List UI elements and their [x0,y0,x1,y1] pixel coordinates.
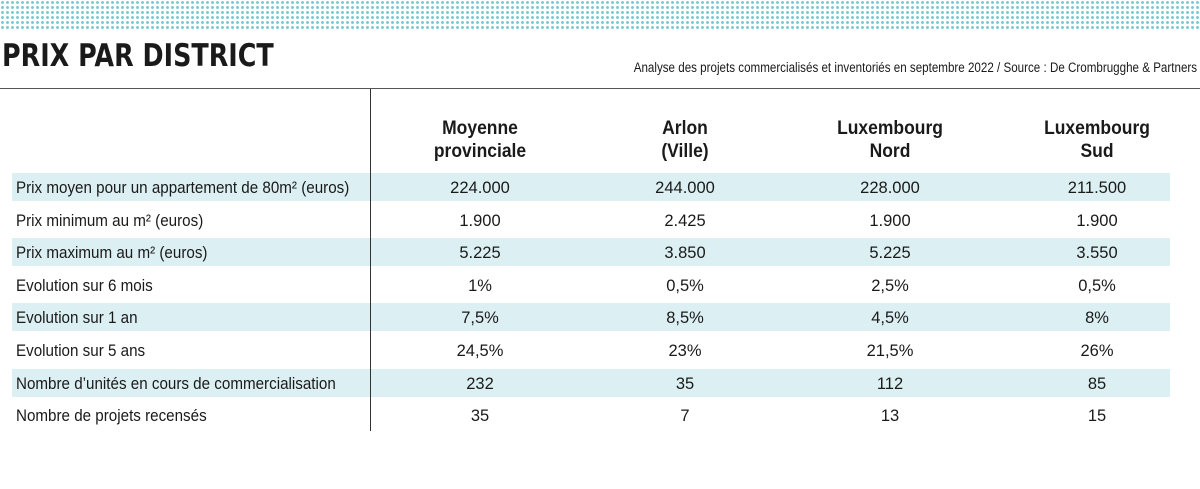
table-cell: 5.225 [459,244,501,263]
row-band [12,173,1170,201]
table-cell: 7,5% [461,309,499,328]
column-header: Arlon (Ville) [584,117,786,163]
column-header-line: Moyenne [442,118,518,139]
column-header-line: Arlon [662,118,708,139]
chart-title: PRIX PAR DISTRICT [2,38,274,74]
table-cell: 85 [1087,374,1107,393]
table-cell: 13 [880,407,900,426]
row-label: Nombre de projets recensés [16,407,207,426]
table-cell: 3.550 [1076,244,1118,263]
table-cell: 8,5% [666,309,704,328]
row-label: Prix maximum au m² (euros) [16,244,208,263]
table-cell: 1% [468,276,492,295]
table-cell: 2,5% [871,276,909,295]
table-cell: 112 [876,374,904,393]
row-band [12,303,1170,332]
table-cell: 2.425 [664,211,706,230]
dotted-header-pattern [0,0,1200,30]
table-cell: 224.000 [450,179,510,197]
row-label: Evolution sur 5 ans [16,342,146,360]
header-rule [0,88,1200,89]
table-cell: 0,5% [666,276,704,295]
column-header-line: provinciale [433,141,527,162]
table-cell: 7 [680,407,690,426]
table-cell: 0,5% [1078,276,1116,295]
table-cell: 35 [470,407,490,426]
row-label: Nombre d’unités en cours de commercialis… [16,374,336,393]
table-cell: 3.850 [664,244,706,263]
column-header: Luxembourg Nord [789,117,991,163]
table-cell: 5.225 [869,244,911,263]
column-header: Luxembourg Sud [996,117,1198,163]
column-header-line: Luxembourg [1044,118,1150,139]
table-cell: 35 [675,374,695,393]
row-label: Evolution sur 1 an [16,309,138,328]
table-cell: 232 [466,374,494,393]
table-cell: 21,5% [866,342,914,360]
label-column-divider [370,89,371,431]
table-cell: 1.900 [1076,211,1118,230]
row-label: Evolution sur 6 mois [16,276,153,295]
row-label: Prix minimum au m² (euros) [16,211,204,230]
table-cell: 4,5% [871,309,909,328]
row-label: Prix moyen pour un appartement de 80m² (… [16,179,350,197]
table-cell: 228.000 [860,179,920,197]
column-header: Moyenne provinciale [379,117,581,163]
table-cell: 1.900 [459,211,501,230]
table-cell: 24,5% [456,342,504,360]
table-cell: 15 [1087,407,1107,426]
table-cell: 244.000 [655,179,715,197]
row-band [12,368,1170,397]
column-header-line: (Ville) [661,141,709,162]
chart-subtitle: Analyse des projets commercialisés et in… [633,60,1197,75]
column-header-line: Nord [869,141,911,162]
column-header-line: Luxembourg [837,118,943,139]
table-cell: 23% [668,342,702,360]
row-band [12,238,1170,267]
table-cell: 1.900 [869,211,911,230]
table-cell: 26% [1080,342,1114,360]
table-cell: 8% [1085,309,1109,328]
column-header-line: Sud [1080,141,1114,162]
table-cell: 211.500 [1067,179,1127,197]
